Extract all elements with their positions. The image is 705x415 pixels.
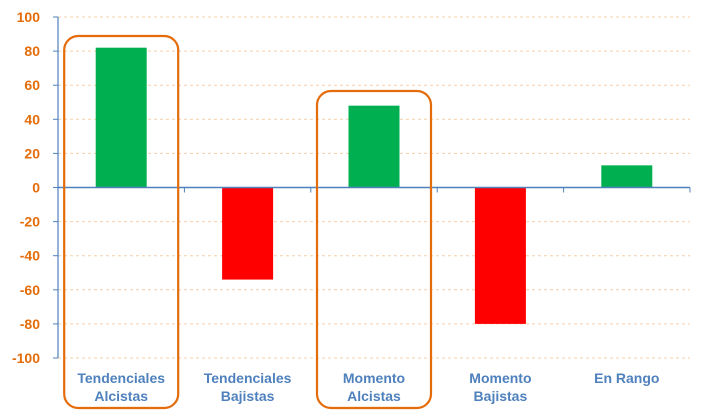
- y-tick-label: 60: [24, 77, 40, 93]
- bar: [601, 165, 653, 188]
- y-tick-label: 40: [24, 111, 40, 127]
- highlight-box: [63, 34, 180, 410]
- y-tick-label: -100: [12, 350, 40, 366]
- y-tick-label: -20: [20, 214, 40, 230]
- x-tick-label: Momento Bajistas: [469, 370, 531, 404]
- bar: [222, 187, 274, 280]
- bars: [95, 47, 653, 324]
- highlight-box: [315, 89, 433, 410]
- y-axis-tick-labels: 100 80 60 40 20 0 -20 -40 -60 -80 -100: [12, 9, 40, 366]
- y-tick-label: 100: [17, 9, 41, 25]
- y-tick-label: -60: [20, 282, 40, 298]
- x-tick-label: Tendenciales Bajistas: [204, 370, 292, 404]
- bar: [348, 105, 400, 188]
- bar: [95, 47, 147, 188]
- y-tick-label: -40: [20, 248, 40, 264]
- x-tick-label: Tendenciales Alcistas: [77, 370, 165, 404]
- y-tick-label: 20: [24, 145, 40, 161]
- highlight-boxes: [63, 34, 433, 410]
- bar: [474, 187, 526, 324]
- y-tick-label: 0: [32, 180, 40, 196]
- axes: [53, 16, 691, 359]
- y-tick-label: -80: [20, 316, 40, 332]
- x-tick-label: En Rango: [594, 370, 659, 386]
- x-axis-tick-labels: Tendenciales Alcistas Tendenciales Bajistas…: [77, 370, 659, 404]
- x-tick-label: Momento Alcistas: [343, 370, 405, 404]
- y-tick-label: 80: [24, 43, 40, 59]
